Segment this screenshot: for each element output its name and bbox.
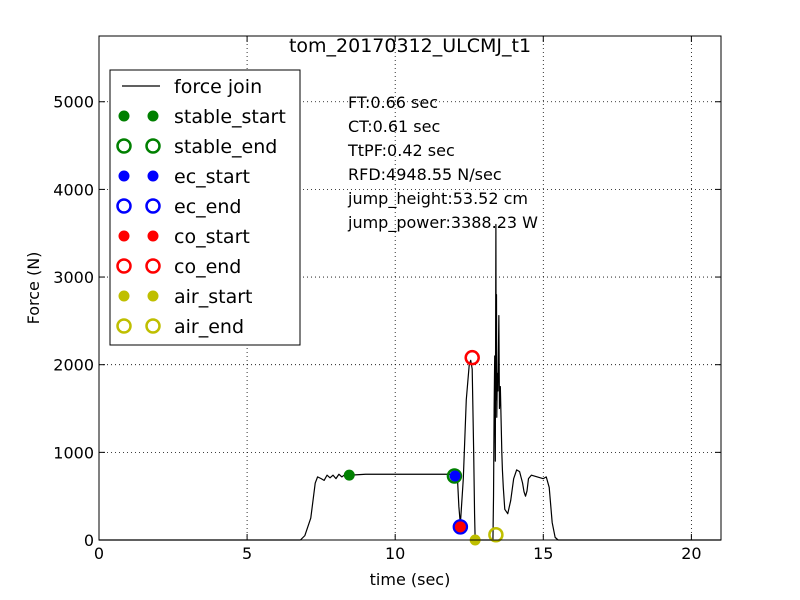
- marker-stable-end: [446, 468, 463, 484]
- y-axis-label: Force (N): [24, 252, 43, 325]
- legend-label: ec_start: [174, 166, 250, 188]
- stat-line: FT:0.66 sec: [348, 93, 438, 112]
- legend-swatch-ec-end: [116, 198, 132, 214]
- legend-swatch-ec-end: [145, 198, 161, 214]
- x-axis-label: time (sec): [370, 570, 451, 589]
- legend-swatch-air-start: [147, 290, 159, 302]
- legend-swatch-co-start: [118, 230, 130, 242]
- legend-label: force join: [174, 76, 262, 98]
- axis-ticks: 0 5 10 15 20 0 1000 2000 3000 4000 5000: [53, 36, 721, 563]
- legend: force join stable_start stable_end ec_start…: [109, 69, 301, 346]
- legend-label: air_end: [174, 316, 244, 338]
- marker-co-start: [454, 521, 466, 533]
- legend-swatch-stable-end: [145, 138, 161, 154]
- legend-swatch-ec-start: [118, 170, 130, 182]
- series-line-force-join: [99, 223, 721, 541]
- marker-co-end: [464, 349, 480, 366]
- legend-swatch-air-start: [118, 290, 130, 302]
- plot-frame: [98, 35, 722, 541]
- legend-swatch-co-end: [145, 258, 161, 274]
- legend-label: co_start: [174, 226, 250, 248]
- marker-air-end: [488, 526, 504, 543]
- marker-layer: [343, 349, 504, 546]
- stat-line: RFD:4948.55 N/sec: [348, 165, 502, 184]
- x-tick-label: 0: [94, 544, 104, 563]
- stat-line: jump_height:53.52 cm: [347, 189, 528, 209]
- legend-swatch-air-end: [116, 318, 132, 334]
- y-tick-label: 4000: [53, 180, 94, 199]
- legend-swatch-co-start: [147, 230, 159, 242]
- legend-swatch-co-end: [116, 258, 132, 274]
- y-tick-label: 1000: [53, 443, 94, 462]
- chart-title: tom_20170312_ULCMJ_t1: [289, 35, 531, 57]
- legend-label: air_start: [174, 286, 253, 308]
- y-tick-label: 0: [84, 531, 94, 550]
- marker-ec-end: [452, 519, 469, 535]
- stats-annotation: FT:0.66 sec CT:0.61 sec TtPF:0.42 sec RFD:4…: [347, 93, 538, 233]
- stat-line: TtPF:0.42 sec: [347, 141, 455, 160]
- x-tick-label: 15: [533, 544, 553, 563]
- legend-swatch-stable-end: [116, 138, 132, 154]
- y-tick-label: 3000: [53, 268, 94, 287]
- y-tick-label: 5000: [53, 93, 94, 112]
- marker-ec-start: [449, 470, 461, 482]
- x-tick-label: 10: [385, 544, 405, 563]
- legend-label: co_end: [174, 256, 241, 278]
- stat-line: CT:0.61 sec: [348, 117, 440, 136]
- legend-swatch-stable-start: [118, 110, 130, 122]
- legend-label: ec_end: [174, 196, 241, 218]
- x-tick-label: 5: [242, 544, 252, 563]
- legend-swatch-air-end: [145, 318, 161, 334]
- stat-line: jump_power:3388.23 W: [347, 213, 538, 233]
- legend-swatch-ec-start: [147, 170, 159, 182]
- marker-stable-start: [343, 469, 355, 481]
- y-tick-label: 2000: [53, 356, 94, 375]
- legend-label: stable_start: [174, 106, 286, 128]
- legend-swatch-stable-start: [147, 110, 159, 122]
- series-layer: [99, 223, 721, 541]
- legend-label: stable_end: [174, 136, 277, 158]
- x-tick-label: 20: [681, 544, 701, 563]
- legend-box: [109, 69, 301, 346]
